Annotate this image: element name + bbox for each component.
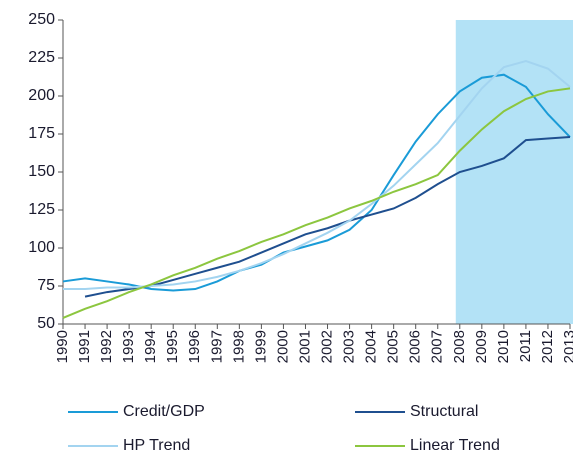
x-tick-label: 1990	[54, 330, 71, 363]
x-tick-label: 2010	[495, 330, 512, 363]
x-tick-label: 1999	[252, 330, 269, 363]
y-tick-label: 250	[28, 11, 55, 28]
x-tick-label: 2002	[318, 330, 335, 363]
series-line	[84, 136, 571, 298]
x-tick-label: 2011	[517, 330, 534, 362]
x-tick-label: 2000	[274, 330, 291, 363]
highlight-band	[455, 20, 573, 324]
legend-label: Credit/GDP	[123, 403, 205, 420]
y-tick-label: 50	[37, 315, 55, 332]
x-tick-label: 1997	[208, 330, 225, 363]
x-tick-label: 2008	[451, 330, 468, 363]
x-tick-label: 2004	[363, 330, 380, 363]
x-tick-label: 2013	[561, 330, 573, 363]
x-tick-label: 2009	[473, 330, 490, 363]
x-tick-label: 2007	[429, 330, 446, 363]
y-tick-label: 175	[28, 125, 55, 142]
legend-label: Linear Trend	[410, 437, 500, 454]
x-tick-label: 1992	[98, 330, 115, 363]
x-tick-label: 2003	[341, 330, 358, 363]
x-tick-label: 2006	[407, 330, 424, 363]
x-tick-label: 1994	[142, 330, 159, 363]
y-tick-label: 200	[28, 87, 55, 104]
y-tick-label: 225	[28, 49, 55, 66]
x-tick-label: 2005	[385, 330, 402, 363]
x-tick-label: 1995	[164, 330, 181, 363]
y-tick-label: 125	[28, 201, 55, 218]
y-tick-label: 75	[37, 277, 55, 294]
y-tick-label: 150	[28, 163, 55, 180]
x-tick-label: 1993	[120, 330, 137, 363]
x-tick-label: 2001	[296, 330, 313, 363]
y-tick-label: 100	[28, 239, 55, 256]
x-tick-label: 1998	[230, 330, 247, 363]
legend-label: HP Trend	[123, 437, 190, 454]
x-tick-label: 1991	[76, 330, 93, 363]
series-line	[62, 87, 571, 319]
x-tick-label: 2012	[539, 330, 556, 363]
x-tick-label: 1996	[186, 330, 203, 363]
legend-label: Structural	[410, 403, 478, 420]
series-line	[62, 73, 571, 292]
